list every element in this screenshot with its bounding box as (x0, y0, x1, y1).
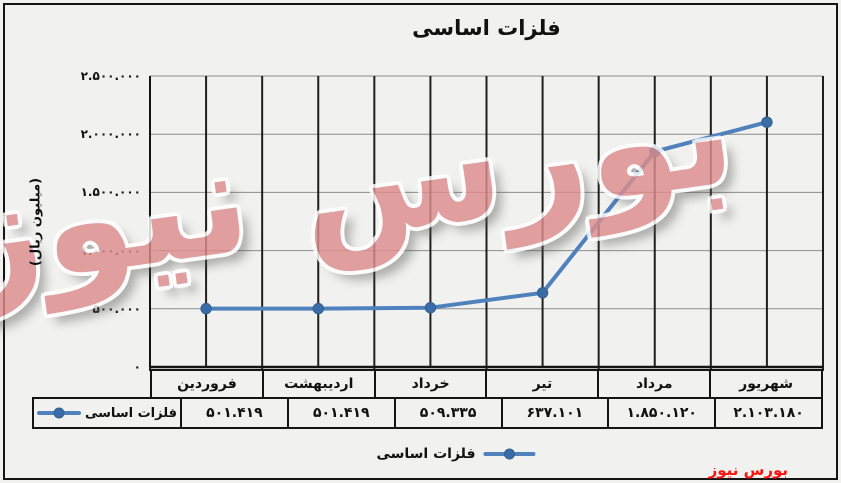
chart-title: فلزات اساسی (412, 16, 561, 40)
month-header-cell: اردیبهشت (264, 371, 376, 397)
series-line-marker-icon (37, 411, 81, 415)
y-axis-tick-label: ۰ (133, 360, 141, 374)
month-header-cell: خرداد (376, 371, 488, 397)
line-series (204, 120, 769, 311)
series-row-header-label: فلزات اساسی (85, 405, 178, 421)
month-header-cell: شهریور (739, 376, 793, 392)
chart-outer-border (3, 3, 838, 480)
y-axis-tick-label: ۵۰۰.۰۰۰ (92, 301, 141, 316)
data-table-value-row: فلزات اساسی ۵۰۱.۴۱۹ ۵۰۱.۴۱۹ ۵۰۹.۳۳۵ ۶۳۷.۱۰۱… (32, 397, 823, 429)
y-axis-title: (میلیون ریال) (28, 177, 44, 267)
data-point-marker (761, 116, 773, 128)
data-point-marker (649, 145, 661, 158)
month-header-cell: فروردین (152, 371, 264, 397)
series-row-header: فلزات اساسی (34, 399, 183, 427)
chart-legend: فلزات اساسی (376, 446, 536, 462)
value-cell: ۵۰۱.۴۱۹ (289, 399, 396, 427)
y-axis-tick-label: ۱.۵۰۰.۰۰۰ (80, 185, 141, 200)
legend-line-marker-icon (483, 452, 536, 456)
data-point-marker (536, 287, 549, 299)
month-header-cell: مرداد (599, 371, 712, 397)
month-header-cell: تیر (487, 371, 600, 397)
value-cell: ۵۰۱.۴۱۹ (182, 399, 289, 427)
data-point-marker (312, 302, 325, 315)
legend-label: فلزات اساسی (376, 446, 476, 462)
value-cell: ۵۰۹.۳۳۵ (396, 399, 503, 427)
value-cell: ۱.۸۵۰.۱۲۰ (609, 399, 717, 427)
data-point-marker (200, 302, 212, 315)
y-axis-tick-label: ۲.۰۰۰.۰۰۰ (80, 127, 141, 142)
plot-area (149, 75, 824, 371)
y-axis-tick-label: ۱.۰۰۰.۰۰۰ (80, 243, 141, 258)
data-point-marker (424, 302, 437, 314)
y-axis-tick-label: ۲.۵۰۰.۰۰۰ (80, 69, 141, 83)
value-cell: ۶۳۷.۱۰۱ (503, 399, 610, 427)
x-axis-month-row: فروردین اردیبهشت خرداد تیر مرداد شهریور (150, 369, 823, 397)
line-chart-canvas (149, 75, 824, 371)
value-cell: ۲.۱۰۳.۱۸۰ (733, 405, 804, 421)
footer-brand-text: بورس نیوز (708, 461, 788, 479)
